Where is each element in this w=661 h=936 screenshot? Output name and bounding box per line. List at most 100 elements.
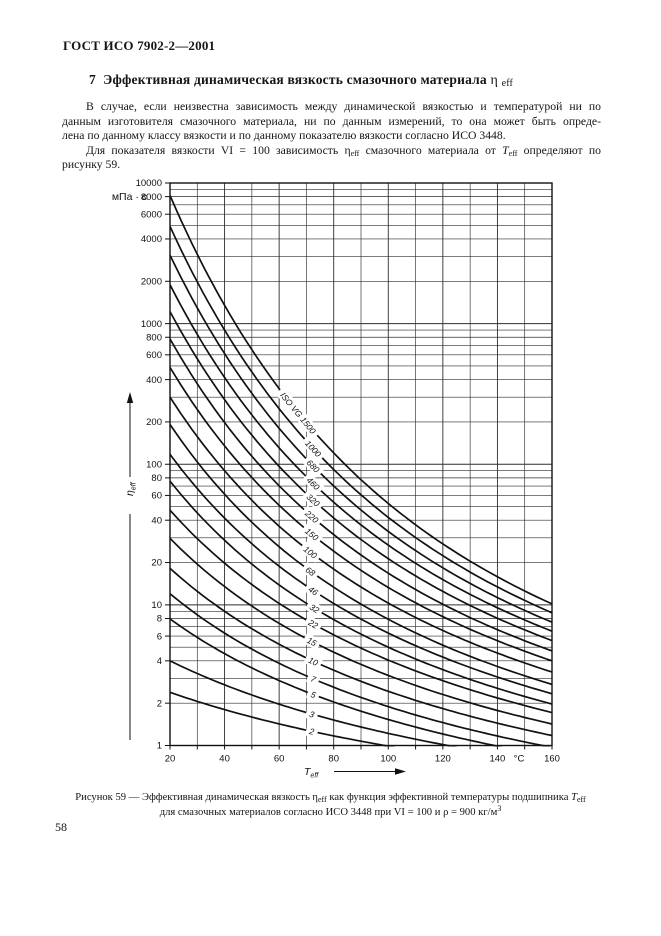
paragraph-2-text: Для показателя вязкости VI = 100 зависим… — [86, 143, 351, 157]
curve-vg-1000 — [170, 226, 552, 614]
curve-label-32: 32 — [304, 599, 325, 618]
caption-text: для смазочных материалов согласно ИСО 34… — [159, 806, 498, 818]
svg-text:40: 40 — [151, 515, 162, 526]
curve-label-5: 5 — [305, 687, 321, 702]
body-text: В случае, если неизвестна зависимость ме… — [62, 100, 601, 173]
caption-text: Рисунок 59 — Эффективная динамическая вя… — [75, 792, 318, 803]
curve-vg-3 — [170, 660, 458, 747]
curve-label-22: 22 — [303, 615, 324, 633]
svg-text:40: 40 — [219, 754, 230, 765]
curve-vg-460 — [170, 284, 552, 632]
viscosity-temperature-chart: ISO VG 150010006804603202201501006846322… — [112, 178, 560, 780]
svg-text:10: 10 — [307, 655, 320, 668]
svg-text:800: 800 — [146, 332, 162, 343]
t-symbol: T — [502, 143, 509, 157]
chart-grid — [169, 182, 553, 746]
document-header: ГОСТ ИСО 7902-2—2001 — [63, 38, 216, 53]
eta-axis-label: ηeff — [124, 481, 138, 496]
svg-text:160: 160 — [544, 754, 560, 765]
svg-text:60: 60 — [151, 491, 162, 502]
svg-text:1000: 1000 — [141, 319, 162, 330]
curve-vg-100 — [170, 396, 552, 673]
x-unit-label: °C — [514, 754, 525, 765]
y-axis-ticks: 10000 8000 6000 4000 2000 1000 800 600 400 200 100… — [136, 178, 170, 752]
curve-vg-320 — [170, 311, 552, 642]
svg-text:3: 3 — [308, 709, 316, 720]
chart-curves — [170, 195, 552, 747]
svg-text:5: 5 — [309, 689, 317, 700]
eta-eff-subscript: eff — [317, 795, 327, 804]
svg-text:6: 6 — [157, 631, 162, 642]
svg-text:400: 400 — [146, 375, 162, 386]
paragraph-1-line-2: данным изготовителя смазочного материала… — [62, 114, 601, 128]
curve-vg-46 — [170, 453, 552, 695]
y-axis-arrow: ηeff — [124, 392, 138, 740]
paragraph-1-line-1: В случае, если неизвестна зависимость ме… — [86, 100, 601, 113]
svg-text:7: 7 — [309, 674, 318, 685]
curve-label-15: 15 — [302, 632, 322, 651]
curve-vg-2 — [170, 691, 396, 747]
figure-caption: Рисунок 59 — Эффективная динамическая вя… — [75, 791, 586, 820]
curve-vg-68 — [170, 424, 552, 686]
svg-text:22: 22 — [306, 617, 320, 631]
eta-eff-subscript: eff — [350, 148, 360, 158]
svg-text:10000: 10000 — [136, 178, 162, 189]
curve-vg-32 — [170, 480, 552, 705]
curve-vg-680 — [170, 254, 552, 623]
svg-text:80: 80 — [328, 754, 339, 765]
svg-text:4: 4 — [157, 656, 162, 667]
curve-label-7: 7 — [305, 671, 321, 687]
svg-text:20: 20 — [151, 558, 162, 569]
section-heading: 7 Эффективная динамическая вязкость смаз… — [89, 72, 513, 89]
svg-text:100: 100 — [146, 459, 162, 470]
svg-text:6000: 6000 — [141, 209, 162, 220]
svg-text:200: 200 — [146, 417, 162, 428]
section-heading-text: 7 Эффективная динамическая вязкость смаз… — [89, 72, 491, 87]
curve-label-2: 2 — [305, 724, 319, 738]
figure-59-chart: ISO VG 1500 1000 680 460 320 220 150 100 68 46 32 2… — [0, 170, 661, 790]
right-arrow-icon — [395, 768, 406, 775]
svg-text:140: 140 — [489, 754, 505, 765]
t-eff-subscript: eff — [508, 148, 518, 158]
t-eff-subscript: eff — [576, 795, 586, 804]
curve-vg-10 — [170, 567, 552, 737]
svg-text:100: 100 — [380, 754, 396, 765]
curve-vg-150 — [170, 366, 552, 662]
curve-vg-1500 — [170, 195, 552, 605]
eta-symbol: η — [490, 73, 498, 88]
paragraph-2-text: смазочного материала от — [359, 143, 503, 157]
svg-text:20: 20 — [165, 754, 176, 765]
page-number: 58 — [55, 820, 67, 834]
svg-text:120: 120 — [435, 754, 451, 765]
curve-label-68: 68 — [300, 561, 321, 581]
curve-label-3: 3 — [304, 707, 320, 721]
svg-text:2000: 2000 — [141, 276, 162, 287]
paragraph-2-line-2: рисунку 59. — [62, 158, 121, 172]
cubed-superscript: 3 — [497, 803, 502, 813]
up-arrow-icon — [126, 392, 134, 403]
curve-vg-22 — [170, 509, 552, 714]
y-unit-label: мПа · с — [112, 191, 147, 203]
svg-text:15: 15 — [305, 635, 318, 648]
svg-text:2: 2 — [308, 726, 316, 737]
paragraph-2-text: определяют по — [517, 143, 601, 157]
svg-text:8: 8 — [157, 614, 162, 625]
svg-text:2: 2 — [157, 698, 162, 709]
svg-text:80: 80 — [151, 473, 162, 484]
svg-text:4000: 4000 — [141, 234, 162, 245]
curve-label-10: 10 — [303, 652, 324, 670]
t-symbol: T — [571, 792, 577, 803]
x-axis-ticks: 20 40 60 80 100 120 140 160 °C — [165, 745, 560, 765]
curve-label-100: 100 — [298, 541, 323, 563]
teff-axis-label: Teff — [304, 766, 319, 780]
paragraph-2-line-1: Для показателя вязкости VI = 100 зависим… — [62, 144, 601, 159]
svg-text:600: 600 — [146, 350, 162, 361]
svg-text:10: 10 — [151, 600, 162, 611]
x-axis-arrow: Teff — [304, 766, 406, 780]
caption-text: как функция эффективной температуры подш… — [326, 792, 572, 803]
curve-label-46: 46 — [303, 581, 324, 600]
paragraph-1-line-3: лена по данному классу вязкости и по дан… — [62, 129, 506, 143]
curve-vg-5 — [170, 618, 504, 747]
curve-vg-15 — [170, 537, 552, 725]
